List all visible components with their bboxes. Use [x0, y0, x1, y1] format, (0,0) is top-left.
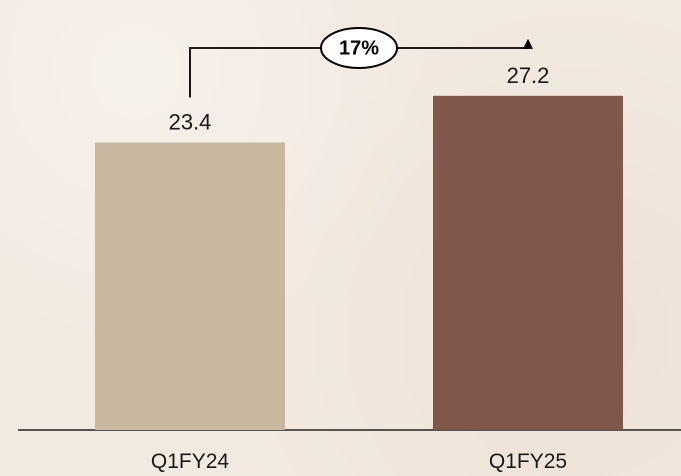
growth-arrow-right — [397, 38, 533, 49]
x-tick-label-q1fy25: Q1FY25 — [489, 450, 567, 473]
growth-badge — [320, 27, 398, 69]
bar-value-label-q1fy24: 23.4 — [169, 110, 212, 135]
bar-q1fy24 — [95, 142, 285, 430]
x-tick-label-q1fy24: Q1FY24 — [151, 450, 230, 473]
growth-percent-label: 17% — [339, 37, 379, 59]
growth-arrow-left — [189, 47, 321, 98]
bar-value-label-q1fy25: 27.2 — [507, 63, 550, 88]
bar-q1fy25 — [433, 95, 623, 430]
